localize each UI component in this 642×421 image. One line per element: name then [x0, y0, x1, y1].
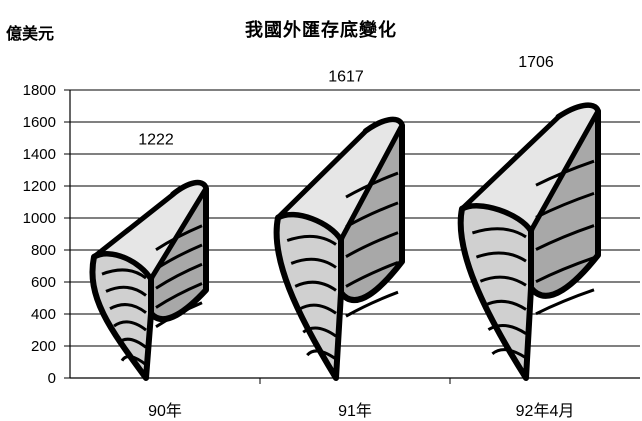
- bar-bill-stripe: [290, 257, 337, 269]
- bar-bill-stripe: [116, 337, 147, 349]
- bar-bill-stripe: [120, 355, 147, 366]
- bar-bill-stripe: [345, 290, 399, 318]
- bar-bill-stripe: [294, 280, 337, 292]
- bar-bill-stripe: [471, 227, 527, 239]
- bar-bill-stripe: [345, 261, 399, 288]
- bar-bill-stripe: [475, 251, 527, 263]
- bar-bill-stripe: [345, 231, 399, 258]
- bar-2: [273, 116, 405, 381]
- bar-bill-stripe: [345, 171, 399, 199]
- y-tick-label: 1600: [23, 114, 56, 131]
- x-tick-label: 91年: [338, 402, 372, 420]
- y-tick-label: 1000: [23, 210, 56, 227]
- bar-bill-stripe: [155, 243, 203, 271]
- bar-bill-stripe: [491, 348, 527, 360]
- bar-bill-stripe: [105, 285, 147, 297]
- bar-bill-stripe: [306, 349, 337, 361]
- bar-bill-stripe: [535, 224, 595, 251]
- data-label: 1617: [328, 68, 364, 85]
- chart-title: 我國外匯存底變化: [0, 16, 642, 42]
- y-tick-label: 1400: [23, 146, 56, 163]
- y-tick-label: 1800: [23, 82, 56, 99]
- x-tick-label: 92年4月: [516, 402, 575, 420]
- bar-bill-stripe: [479, 275, 527, 287]
- bar-bill-stripe: [535, 256, 595, 284]
- y-tick-label: 200: [31, 338, 56, 355]
- y-tick-label: 800: [31, 242, 56, 259]
- bar-top-face: [275, 117, 405, 243]
- bar-3: [457, 102, 601, 381]
- bar-bill-stripe: [345, 201, 399, 229]
- bar-1: [89, 179, 209, 381]
- bar-bill-stripe: [286, 234, 337, 246]
- bar-bill-stripe: [155, 224, 203, 251]
- bar-top-face: [91, 180, 209, 282]
- bar-bill-stripe: [109, 303, 147, 314]
- bar-bill-stripe: [101, 268, 147, 280]
- bar-bill-stripe: [487, 324, 527, 335]
- bar-bill-stripe: [113, 320, 147, 332]
- data-label: 1222: [138, 131, 174, 148]
- bar-bill-stripe: [155, 262, 203, 290]
- x-tick-label: 90年: [148, 402, 182, 420]
- bar-bill-stripe: [535, 191, 595, 219]
- y-tick-label: 400: [31, 306, 56, 323]
- y-tick-label: 1200: [23, 178, 56, 195]
- data-label: 1706: [518, 54, 554, 71]
- y-tick-label: 0: [48, 370, 56, 387]
- bar-bill-stripe: [298, 303, 337, 315]
- bar-bill-stripe: [535, 288, 595, 316]
- chart-title-text: 我國外匯存底變化: [245, 20, 397, 41]
- y-axis-unit-label: 億美元: [6, 24, 55, 43]
- bar-bill-stripe: [302, 326, 337, 338]
- bar-bill-stripe: [155, 301, 203, 329]
- y-tick-label: 600: [31, 274, 56, 291]
- bar-bill-stripe: [483, 299, 527, 311]
- bar-bill-stripe: [535, 159, 595, 187]
- bar-bill-stripe: [155, 282, 203, 309]
